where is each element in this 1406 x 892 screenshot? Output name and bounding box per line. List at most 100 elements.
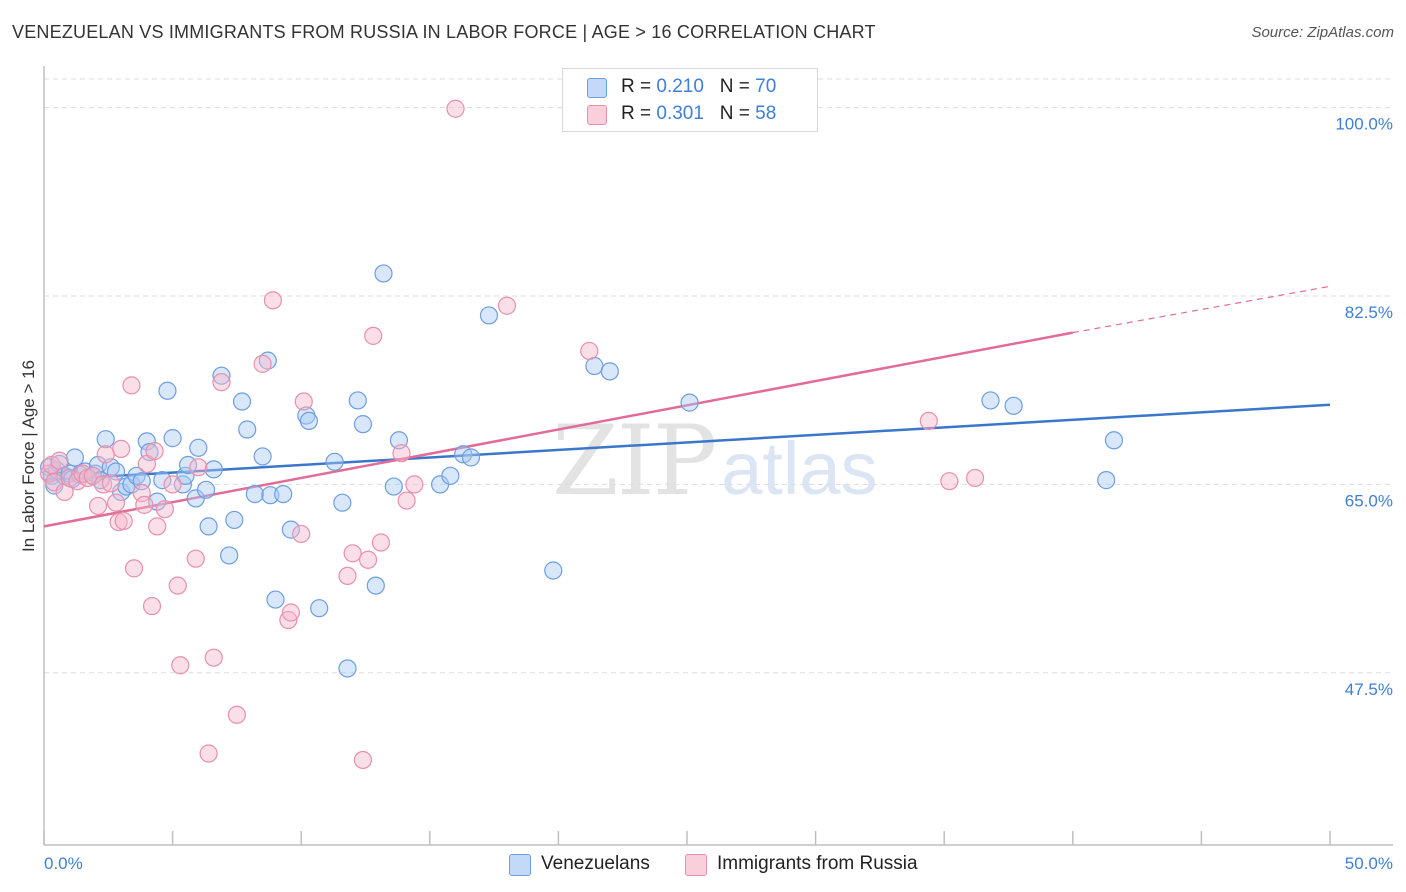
trend-line-russia-extension: [1072, 285, 1331, 334]
point-venezuelans: [176, 466, 195, 485]
point-russia: [145, 441, 164, 461]
point-venezuelans: [441, 466, 460, 485]
trend-line-russia: [43, 331, 1074, 528]
point-russia: [96, 445, 115, 464]
y-axis-title: In Labor Force | Age > 16: [19, 360, 38, 552]
point-russia: [112, 439, 131, 458]
point-venezuelans: [338, 659, 357, 678]
watermark: ZIPatlas: [552, 405, 878, 517]
legend-r-value-venezuelans: 0.210: [656, 76, 704, 97]
watermark-atlas: atlas: [721, 427, 878, 510]
point-russia: [253, 354, 272, 373]
x-tick-label-min: 0.0%: [44, 854, 83, 873]
legend-n-value-venezuelans: 70: [755, 76, 777, 97]
point-russia: [155, 500, 174, 519]
point-russia: [965, 468, 985, 488]
point-venezuelans: [353, 415, 373, 434]
point-venezuelans: [238, 420, 257, 439]
point-russia: [343, 544, 362, 563]
point-venezuelans: [189, 438, 208, 457]
point-russia: [122, 376, 141, 395]
y-tick-label: 65.0%: [1345, 491, 1393, 510]
point-venezuelans: [544, 561, 563, 580]
point-venezuelans: [106, 462, 126, 481]
bottom-legend-swatch-venezuelans: [509, 854, 531, 876]
point-venezuelans: [220, 546, 239, 565]
x-tick-label-max: 50.0%: [1345, 854, 1393, 873]
grid-lines: [44, 78, 1393, 674]
bottom-legend-label-venezuelans: Venezuelans: [541, 853, 650, 874]
point-venezuelans: [1004, 396, 1023, 415]
point-venezuelans: [232, 392, 252, 411]
point-venezuelans: [225, 510, 244, 530]
point-venezuelans: [585, 356, 604, 376]
legend-n-value-russia: 58: [755, 103, 777, 124]
point-russia: [397, 491, 416, 510]
point-russia: [212, 373, 231, 392]
point-russia: [227, 705, 246, 724]
point-russia: [101, 474, 120, 493]
point-russia: [124, 559, 144, 578]
point-venezuelans: [1104, 431, 1124, 450]
axes: [43, 66, 1393, 846]
point-russia: [189, 458, 208, 477]
point-venezuelans: [299, 411, 319, 431]
stats-legend: R = 0.210 N = 70 R = 0.301 N = 58: [562, 68, 818, 132]
point-russia: [135, 495, 154, 514]
y-tick-label: 100.0%: [1335, 115, 1393, 134]
point-russia: [186, 549, 205, 568]
point-russia: [292, 524, 311, 544]
point-venezuelans: [680, 393, 699, 412]
point-venezuelans: [333, 493, 352, 512]
point-venezuelans: [461, 448, 481, 467]
legend-swatch-russia: [587, 105, 607, 125]
point-venezuelans: [96, 430, 115, 449]
point-russia: [919, 411, 938, 431]
points-russia: [40, 99, 985, 770]
point-venezuelans: [65, 448, 84, 467]
source-label: Source: ZipAtlas.com: [1251, 24, 1394, 41]
point-venezuelans: [348, 391, 367, 410]
watermark-zip: ZIP: [552, 405, 717, 517]
trend-lines: [43, 285, 1331, 528]
x-ticks: [43, 831, 1331, 845]
point-russia: [580, 341, 599, 361]
point-venezuelans: [199, 517, 218, 536]
point-venezuelans: [374, 264, 393, 283]
point-russia: [163, 475, 182, 494]
point-venezuelans: [253, 447, 272, 466]
point-venezuelans: [1097, 471, 1116, 490]
point-russia: [405, 475, 424, 494]
point-russia: [294, 392, 313, 411]
point-russia: [106, 493, 126, 512]
point-venezuelans: [158, 381, 177, 400]
point-russia: [392, 444, 411, 463]
point-russia: [171, 656, 190, 675]
point-venezuelans: [261, 486, 280, 505]
point-russia: [50, 451, 69, 470]
point-venezuelans: [384, 477, 403, 496]
point-russia: [148, 517, 167, 536]
point-russia: [114, 511, 133, 531]
point-venezuelans: [366, 576, 385, 595]
point-russia: [940, 472, 959, 491]
point-russia: [358, 550, 378, 569]
point-venezuelans: [981, 391, 1000, 410]
point-russia: [281, 603, 301, 622]
point-venezuelans: [274, 484, 293, 504]
point-russia: [338, 566, 357, 586]
point-venezuelans: [266, 590, 285, 609]
point-venezuelans: [212, 366, 231, 385]
point-russia: [446, 99, 465, 118]
point-venezuelans: [196, 480, 216, 499]
trend-line-venezuelans: [43, 403, 1331, 482]
point-russia: [142, 596, 162, 616]
point-venezuelans: [137, 432, 156, 451]
y-tick-label: 47.5%: [1345, 680, 1393, 699]
y-tick-labels: 47.5% 65.0% 82.5% 100.0%: [1335, 115, 1393, 699]
legend-n-label: N =: [719, 76, 750, 97]
chart-title: VENEZUELAN VS IMMIGRANTS FROM RUSSIA IN …: [12, 22, 876, 42]
point-russia: [168, 576, 187, 595]
point-russia: [497, 296, 517, 315]
